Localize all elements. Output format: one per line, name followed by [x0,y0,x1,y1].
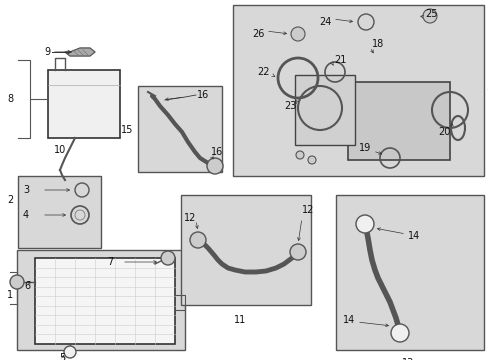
Text: 25: 25 [425,9,437,19]
Text: 22: 22 [257,67,270,77]
Text: 16: 16 [197,90,209,100]
Text: 23: 23 [283,101,296,111]
Bar [18,176,101,248]
Text: 19: 19 [358,143,370,153]
Text: 9: 9 [44,47,50,57]
Circle shape [295,151,304,159]
Text: 14: 14 [407,231,419,241]
Bar [35,258,175,344]
Bar [181,195,310,305]
Text: 18: 18 [371,39,384,49]
Circle shape [355,215,373,233]
Text: 3: 3 [23,185,29,195]
Polygon shape [65,48,95,56]
Circle shape [161,251,175,265]
Bar [17,250,184,350]
Bar [232,5,483,176]
Circle shape [190,232,205,248]
Text: 24: 24 [318,17,330,27]
Text: 7: 7 [107,257,113,267]
Circle shape [10,275,24,289]
Text: 12: 12 [183,213,196,223]
Circle shape [290,27,305,41]
Text: 14: 14 [342,315,354,325]
Text: 11: 11 [233,315,245,325]
Text: 12: 12 [302,205,314,215]
Bar [335,195,483,350]
Circle shape [64,346,76,358]
Text: 10: 10 [54,145,66,155]
Text: 15: 15 [121,125,133,135]
Circle shape [390,324,408,342]
Text: 26: 26 [251,29,264,39]
Text: 20: 20 [437,127,449,137]
Text: 8: 8 [7,94,13,104]
Circle shape [206,158,223,174]
Text: ─17: ─17 [486,85,488,95]
Text: 21: 21 [333,55,346,65]
Circle shape [307,156,315,164]
Text: 5: 5 [59,353,65,360]
Bar [48,70,120,138]
Bar [347,82,449,160]
Text: 1: 1 [7,290,13,300]
Text: 2: 2 [7,195,13,205]
Text: 6: 6 [24,281,30,291]
Text: 13: 13 [401,358,413,360]
Text: 4: 4 [23,210,29,220]
Bar [138,86,222,172]
Circle shape [289,244,305,260]
Bar [294,75,354,145]
Circle shape [422,9,436,23]
Text: 16: 16 [210,147,223,157]
